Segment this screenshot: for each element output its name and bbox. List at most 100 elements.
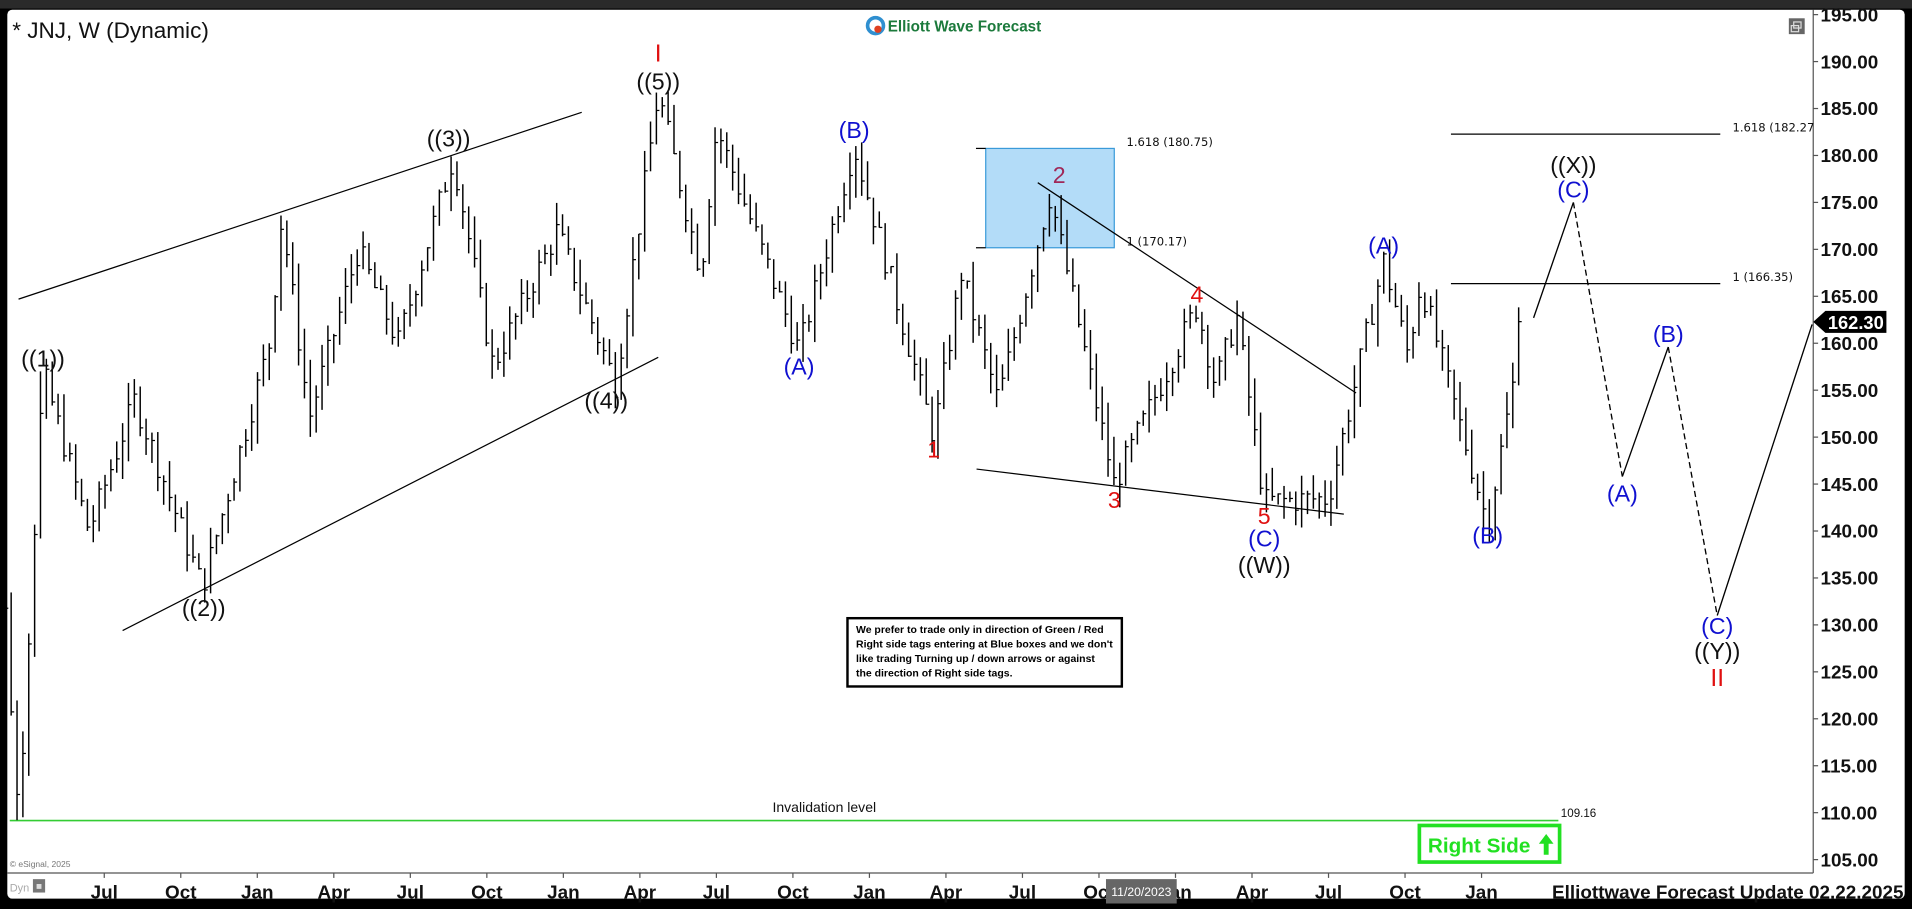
y-tick-label: 145.00 [1821, 475, 1879, 496]
lock-icon[interactable] [32, 879, 46, 893]
wave-labels: ((1))((2))((3))((4))((5))I(A)(B)12345(C)… [21, 42, 1740, 692]
x-tick-label: Apr [1236, 883, 1269, 904]
wave-label: ((4)) [584, 388, 628, 414]
y-tick-label: 170.00 [1821, 240, 1879, 261]
y-tick-label: 190.00 [1821, 52, 1879, 73]
wave-label: I [655, 42, 662, 68]
svg-text:162.30: 162.30 [1828, 312, 1884, 333]
x-tick-label: Jul [703, 883, 730, 904]
update-text: Elliottwave Forecast Update 02.22.2025 [1552, 883, 1903, 904]
wave-label: (A) [1607, 480, 1638, 506]
x-tick-label: Jul [1315, 883, 1342, 904]
x-tick-label: Jan [547, 883, 580, 904]
svg-text:like trading Turning up / down: like trading Turning up / down arrows or… [856, 654, 1095, 665]
wave-label: ((2)) [182, 595, 226, 621]
restore-window-icon[interactable] [1788, 18, 1805, 35]
fib-label: 1 (166.35) [1732, 270, 1793, 284]
invalidation-value: 109.16 [1561, 808, 1596, 820]
fib-label: 1.618 (180.75) [1126, 135, 1212, 149]
x-tick-label: Jul [397, 883, 424, 904]
chart-background [7, 9, 1905, 899]
y-tick-label: 105.00 [1821, 850, 1879, 871]
wave-label: 2 [1053, 162, 1066, 188]
last-price-tag: 162.30 [1813, 310, 1887, 333]
right-side-tag: Right Side [1417, 823, 1562, 864]
wave-label: II [1710, 666, 1724, 692]
arrow-up-icon [1538, 834, 1554, 855]
x-tick-label: Oct [471, 883, 503, 904]
svg-text:Right side tags entering at Bl: Right side tags entering at Blue boxes a… [856, 639, 1113, 650]
wave-label: ((3)) [427, 126, 471, 152]
y-tick-label: 180.00 [1821, 146, 1879, 167]
y-tick-label: 165.00 [1821, 287, 1879, 308]
y-tick-label: 130.00 [1821, 616, 1879, 637]
trading-note-box: We prefer to trade only in direction of … [846, 616, 1124, 688]
wave-label: 4 [1190, 281, 1203, 307]
x-tick-label: Jul [1009, 883, 1036, 904]
svg-text:We prefer to trade only in dir: We prefer to trade only in direction of … [856, 625, 1104, 636]
y-tick-label: 125.00 [1821, 663, 1879, 684]
y-tick-label: 150.00 [1821, 428, 1879, 449]
x-tick-label: Apr [624, 883, 657, 904]
projection-segment [1532, 202, 1575, 319]
wave-label: (A) [784, 354, 815, 380]
trendline [1037, 182, 1357, 394]
y-tick-label: 195.00 [1821, 5, 1879, 26]
y-axis: 195.00 190.00 185.00 180.00 175.00 170.00 165.… [1813, 5, 1878, 871]
wave-label: ((5)) [636, 68, 680, 94]
trendline [122, 356, 659, 632]
dyn-label: Dyn [10, 882, 30, 894]
wave-label: (A) [1368, 233, 1399, 259]
wave-label: 5 [1258, 503, 1271, 529]
copyright: © eSignal, 2025 [10, 859, 71, 869]
logo-text: Elliott Wave Forecast [888, 19, 1042, 36]
projection-segment [1621, 346, 1669, 477]
wave-label: (B) [1472, 523, 1503, 549]
projection-segment [1716, 324, 1813, 616]
wave-label: ((Y)) [1694, 638, 1740, 664]
svg-text:11/20/2023: 11/20/2023 [1111, 885, 1171, 899]
wave-label: (C) [1557, 176, 1589, 202]
wave-label: ((1)) [21, 345, 65, 371]
x-tick-label: Jan [1465, 883, 1498, 904]
logo: Elliott Wave Forecast [865, 15, 1042, 36]
x-tick-label: Oct [1389, 883, 1421, 904]
wave-label: ((W)) [1238, 552, 1291, 578]
invalidation-label: Invalidation level [772, 799, 876, 815]
x-tick-label: Oct [777, 883, 809, 904]
wave-label: (B) [839, 117, 870, 143]
x-tick-label: Jul [91, 883, 118, 904]
svg-text:Right Side: Right Side [1428, 834, 1530, 857]
y-tick-label: 155.00 [1821, 381, 1879, 402]
x-tick-label: Jan [853, 883, 886, 904]
svg-text:the direction of Right side ta: the direction of Right side tags. [856, 669, 1013, 680]
cursor-date-box: 11/20/2023 [1105, 879, 1177, 904]
wave-label: (C) [1701, 613, 1733, 639]
y-tick-label: 115.00 [1821, 756, 1878, 777]
logo-icon [865, 15, 886, 36]
wave-label: 1 [927, 436, 940, 462]
trendline [976, 468, 1344, 515]
wave-label: 3 [1108, 487, 1121, 513]
wave-label: ((X)) [1550, 152, 1596, 178]
y-tick-label: 160.00 [1821, 334, 1879, 355]
projection-segment [1572, 202, 1624, 477]
ohlc-bars [0, 91, 1522, 821]
x-tick-label: Oct [165, 883, 197, 904]
trendline [18, 111, 582, 300]
fib-label: 1.618 (182.27 [1732, 121, 1814, 135]
wave-label: (C) [1248, 526, 1280, 552]
projection-segment [1667, 346, 1718, 616]
y-tick-label: 140.00 [1821, 522, 1879, 543]
y-tick-label: 175.00 [1821, 193, 1879, 214]
projection-path [1532, 202, 1813, 616]
y-tick-label: 120.00 [1821, 709, 1879, 730]
y-tick-label: 135.00 [1821, 569, 1879, 590]
y-tick-label: 185.00 [1821, 99, 1879, 120]
x-tick-label: Apr [930, 883, 963, 904]
top-bar [0, 0, 1912, 9]
chart-title: * JNJ, W (Dynamic) [12, 18, 209, 43]
x-tick-label: Jan [241, 883, 274, 904]
y-tick-label: 110.00 [1821, 803, 1878, 824]
